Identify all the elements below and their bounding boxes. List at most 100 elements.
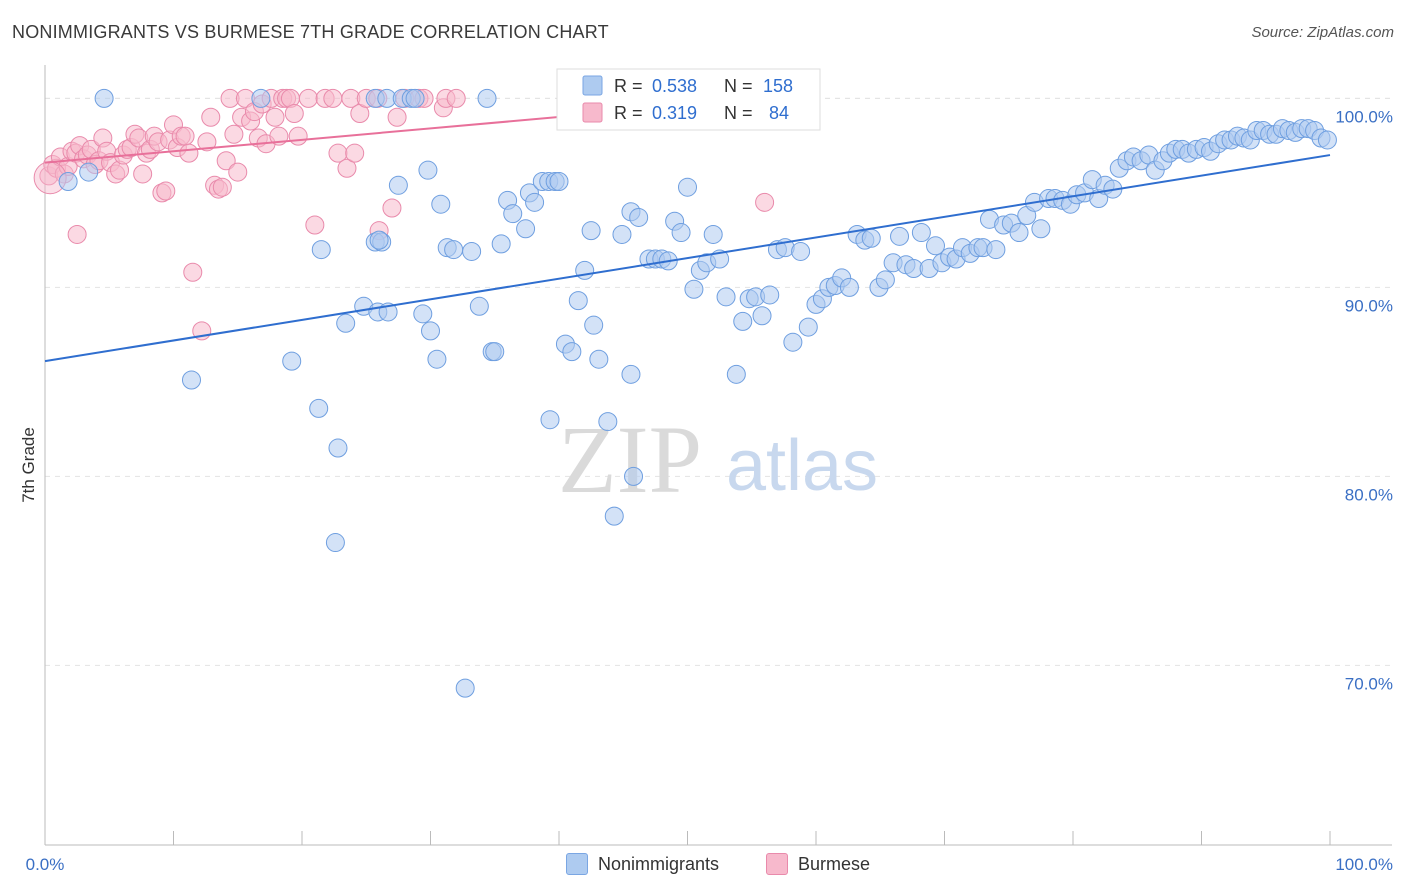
burmese-point bbox=[156, 181, 176, 201]
nonimmigrant-point bbox=[703, 224, 723, 244]
nonimmigrant-point bbox=[589, 349, 609, 369]
burmese-point bbox=[133, 164, 153, 184]
nonimmigrant-point bbox=[671, 223, 691, 243]
legend-pink-r-value: 0.319 bbox=[652, 103, 697, 123]
nonimmigrant-point bbox=[911, 223, 931, 243]
nonimmigrant-point bbox=[540, 410, 560, 430]
nonimmigrant-point bbox=[604, 506, 624, 526]
nonimmigrant-point bbox=[568, 291, 588, 311]
nonimmigrant-point bbox=[1031, 219, 1051, 239]
nonimmigrant-point bbox=[477, 88, 497, 108]
legend-swatch-nonimmigrants bbox=[566, 853, 588, 875]
nonimmigrant-point bbox=[79, 162, 99, 182]
x-tick-label-end: 100.0% bbox=[1335, 855, 1393, 874]
source-label: Source: ZipAtlas.com bbox=[1251, 24, 1394, 41]
nonimmigrant-point bbox=[427, 349, 447, 369]
burmese-point bbox=[337, 158, 357, 178]
nonimmigrant-point bbox=[624, 466, 644, 486]
nonimmigrant-point bbox=[325, 533, 345, 553]
series-legend: Nonimmigrants Burmese bbox=[0, 852, 1406, 878]
legend-pink-n-value: 84 bbox=[769, 103, 789, 123]
burmese-point bbox=[201, 107, 221, 127]
nonimmigrant-point bbox=[752, 306, 772, 326]
nonimmigrant-point bbox=[309, 398, 329, 418]
nonimmigrant-point bbox=[798, 317, 818, 337]
nonimmigrant-point bbox=[726, 364, 746, 384]
legend-item-nonimmigrants: Nonimmigrants bbox=[566, 852, 719, 876]
nonimmigrant-point bbox=[612, 224, 632, 244]
nonimmigrant-point bbox=[58, 172, 78, 192]
nonimmigrant-point bbox=[421, 321, 440, 341]
legend-blue-n-label: N = bbox=[724, 76, 753, 96]
legend-blue-r-value: 0.538 bbox=[652, 76, 697, 96]
burmese-point bbox=[755, 192, 775, 212]
nonimmigrant-point bbox=[584, 315, 604, 335]
legend-swatch-burmese bbox=[766, 853, 788, 875]
nonimmigrant-point bbox=[861, 228, 881, 248]
y-tick-label: 90.0% bbox=[1345, 296, 1393, 315]
burmese-point bbox=[305, 215, 325, 235]
nonimmigrant-point bbox=[503, 204, 523, 224]
nonimmigrant-point bbox=[1009, 223, 1029, 243]
nonimmigrant-point bbox=[562, 342, 582, 362]
burmese-point bbox=[387, 107, 407, 127]
watermark-atlas: atlas bbox=[726, 426, 878, 506]
nonimmigrant-point bbox=[986, 240, 1006, 260]
chart-title: NONIMMIGRANTS VS BURMESE 7TH GRADE CORRE… bbox=[12, 22, 609, 42]
y-axis-label: 7th Grade bbox=[19, 427, 38, 503]
y-tick-label: 80.0% bbox=[1345, 485, 1393, 504]
nonimmigrant-point bbox=[890, 226, 910, 246]
burmese-point bbox=[298, 88, 318, 108]
burmese-point bbox=[323, 88, 343, 108]
y-tick-label: 100.0% bbox=[1335, 107, 1393, 126]
nonimmigrant-point bbox=[783, 332, 803, 352]
legend-label-nonimmigrants: Nonimmigrants bbox=[598, 853, 720, 874]
nonimmigrant-point bbox=[629, 207, 649, 227]
burmese-point bbox=[446, 88, 466, 108]
nonimmigrant-point bbox=[462, 241, 482, 261]
watermark-zip: ZIP bbox=[558, 406, 702, 513]
legend-swatch-blue bbox=[582, 75, 603, 96]
legend-blue-r-label: R = bbox=[614, 76, 643, 96]
nonimmigrant-point bbox=[455, 678, 475, 698]
burmese-point bbox=[179, 143, 199, 163]
nonimmigrant-point bbox=[598, 412, 618, 432]
nonimmigrant-point bbox=[926, 236, 946, 256]
nonimmigrant-point bbox=[485, 342, 505, 362]
nonimmigrant-point bbox=[328, 438, 348, 458]
nonimmigrant-point bbox=[839, 277, 859, 297]
burmese-point bbox=[288, 126, 308, 146]
nonimmigrant-point bbox=[431, 194, 451, 214]
nonimmigrant-point bbox=[311, 240, 331, 260]
nonimmigrant-point bbox=[581, 221, 601, 241]
legend-pink-n-label: N = bbox=[724, 103, 753, 123]
nonimmigrant-point bbox=[181, 370, 201, 390]
nonimmigrant-point bbox=[549, 172, 569, 192]
burmese-point bbox=[265, 107, 285, 127]
nonimmigrant-point bbox=[491, 234, 511, 254]
burmese-point bbox=[224, 124, 244, 144]
nonimmigrant-point bbox=[282, 351, 302, 371]
burmese-point bbox=[183, 262, 203, 282]
legend-item-burmese: Burmese bbox=[766, 852, 870, 876]
nonimmigrant-point bbox=[413, 304, 433, 324]
nonimmigrant-point bbox=[251, 88, 271, 108]
nonimmigrant-point bbox=[684, 279, 704, 299]
nonimmigrant-point bbox=[791, 241, 811, 261]
legend-label-burmese: Burmese bbox=[798, 853, 871, 874]
legend-pink-r-label: R = bbox=[614, 103, 643, 123]
nonimmigrant-point bbox=[469, 296, 489, 316]
nonimmigrant-point bbox=[388, 175, 408, 195]
burmese-point bbox=[197, 132, 217, 152]
nonimmigrant-point bbox=[94, 88, 114, 108]
legend-blue-n-value: 158 bbox=[763, 76, 793, 96]
burmese-point bbox=[228, 162, 248, 182]
nonimmigrant-point bbox=[875, 270, 895, 290]
nonimmigrant-point bbox=[716, 287, 736, 307]
burmese-point bbox=[382, 198, 402, 218]
x-tick-label-start: 0.0% bbox=[26, 855, 65, 874]
nonimmigrant-point bbox=[444, 240, 464, 260]
nonimmigrant-point bbox=[760, 285, 780, 305]
nonimmigrant-point bbox=[336, 313, 356, 333]
nonimmigrant-point bbox=[418, 160, 438, 180]
